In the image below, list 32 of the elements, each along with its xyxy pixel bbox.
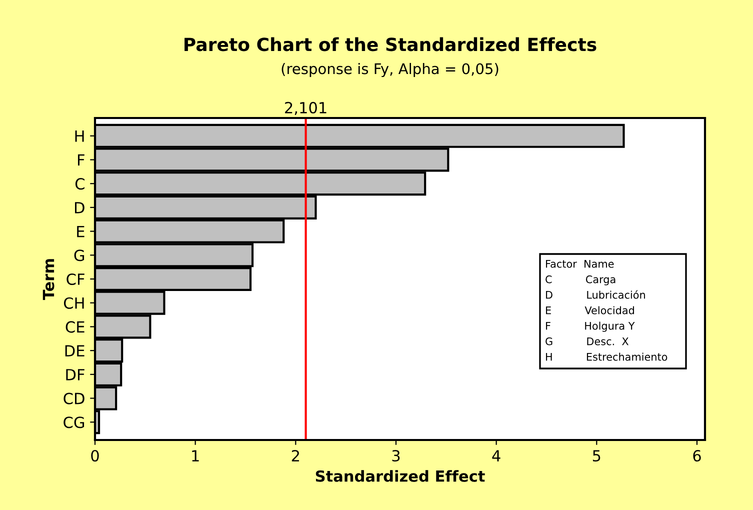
y-tick-label: E <box>77 226 84 238</box>
x-axis-title: Standardized Effect <box>316 470 485 482</box>
x-tick-label: 4 <box>492 450 500 462</box>
ref-line-label: 2,101 <box>285 102 326 115</box>
chart-title: Pareto Chart of the Standardized Effects <box>184 37 596 52</box>
y-tick-label: CE <box>66 321 84 333</box>
annotation: E Velocidad <box>546 306 634 314</box>
x-tick-label: 0 <box>91 450 99 462</box>
x-tick-label: 2 <box>292 450 299 462</box>
annotation: C Carga <box>546 275 616 286</box>
y-tick-label: CH <box>64 297 84 309</box>
y-tick-label: DE <box>65 345 84 356</box>
x-tick-label: 1 <box>192 450 199 462</box>
x-tick-label: 6 <box>693 450 701 462</box>
x-tick-label: 3 <box>392 450 400 462</box>
annotation: F Holgura Y <box>546 322 635 332</box>
x-tick-label: 5 <box>592 450 600 462</box>
annotation: H Estrechamiento <box>546 352 668 361</box>
y-tick-label: C <box>75 178 84 190</box>
y-tick-label: D <box>75 202 84 214</box>
y-tick-label: G <box>74 250 84 262</box>
y-tick-label: F <box>78 154 84 166</box>
y-tick-label: CD <box>64 392 84 404</box>
y-axis-title: Term <box>42 259 54 300</box>
y-tick-label: CG <box>64 416 84 428</box>
y-tick-label: H <box>75 130 84 142</box>
annotation: G Desc. X <box>546 337 629 346</box>
annotation: D Lubricación <box>546 290 645 299</box>
y-tick-label: DF <box>66 369 84 380</box>
y-tick-label: CF <box>66 273 84 286</box>
chart-subtitle: (response is Fy, Alpha = 0,05) <box>282 62 498 78</box>
annotation: Factor Name <box>546 260 614 268</box>
